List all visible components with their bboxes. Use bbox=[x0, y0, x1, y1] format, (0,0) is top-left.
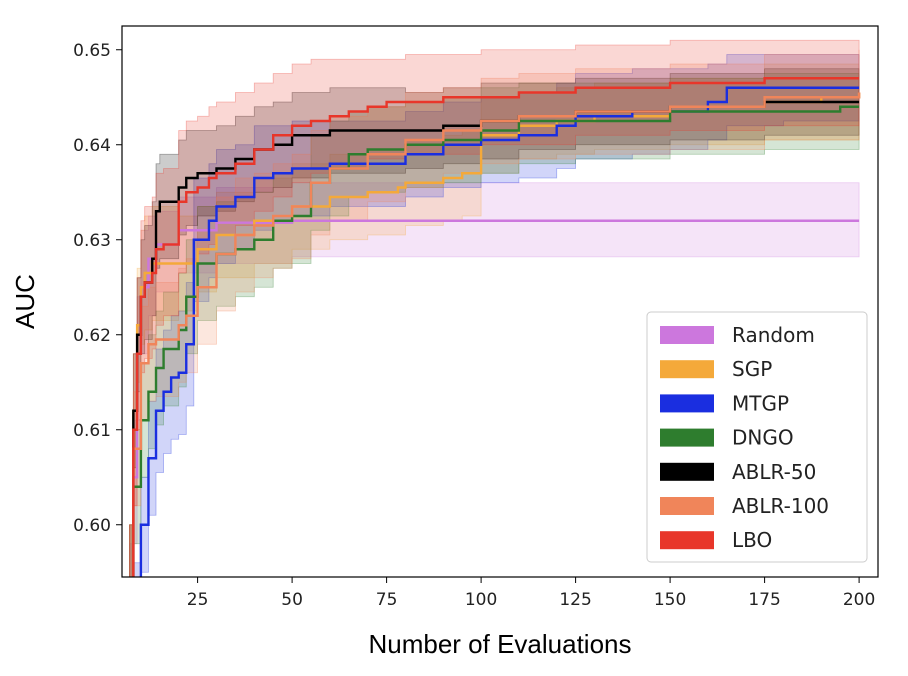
y-tick-label: 0.65 bbox=[73, 41, 111, 61]
x-tick-label: 150 bbox=[654, 590, 686, 610]
x-axis-ticks: 25 50 75 100 125 150 175 200 bbox=[187, 577, 876, 610]
y-tick-label: 0.61 bbox=[73, 421, 111, 441]
x-axis-title: Number of Evaluations bbox=[368, 629, 631, 659]
legend-label-lbo: LBO bbox=[732, 528, 772, 552]
legend: Random SGP MTGP DNGO ABLR-50 ABLR-100 LBO bbox=[647, 312, 867, 562]
legend-label-sgp: SGP bbox=[732, 357, 772, 381]
legend-swatch-ablr-100 bbox=[660, 497, 714, 515]
legend-label-ablr-50: ABLR-50 bbox=[732, 460, 816, 484]
y-axis-title: AUC bbox=[10, 274, 40, 329]
x-tick-label: 125 bbox=[559, 590, 591, 610]
legend-swatch-lbo bbox=[660, 531, 714, 549]
legend-label-random: Random bbox=[732, 323, 815, 347]
legend-label-mtgp: MTGP bbox=[732, 391, 789, 415]
x-tick-label: 75 bbox=[376, 590, 398, 610]
x-tick-label: 25 bbox=[187, 590, 209, 610]
y-axis-ticks: 0.60 0.61 0.62 0.63 0.64 0.65 bbox=[73, 41, 122, 536]
legend-swatch-ablr-50 bbox=[660, 463, 714, 481]
x-tick-label: 175 bbox=[748, 590, 780, 610]
y-tick-label: 0.60 bbox=[73, 516, 111, 536]
legend-swatch-dngo bbox=[660, 429, 714, 447]
legend-swatch-random bbox=[660, 326, 714, 344]
x-tick-label: 200 bbox=[843, 590, 875, 610]
y-tick-label: 0.63 bbox=[73, 231, 111, 251]
y-tick-label: 0.64 bbox=[73, 136, 111, 156]
legend-label-ablr-100: ABLR-100 bbox=[732, 494, 829, 518]
legend-label-dngo: DNGO bbox=[732, 426, 794, 450]
y-tick-label: 0.62 bbox=[73, 326, 111, 346]
x-tick-label: 100 bbox=[465, 590, 497, 610]
x-tick-label: 50 bbox=[281, 590, 303, 610]
legend-swatch-sgp bbox=[660, 360, 714, 378]
legend-swatch-mtgp bbox=[660, 394, 714, 412]
auc-chart: 25 50 75 100 125 150 175 200 0.600.610.620.630.… bbox=[0, 0, 908, 676]
